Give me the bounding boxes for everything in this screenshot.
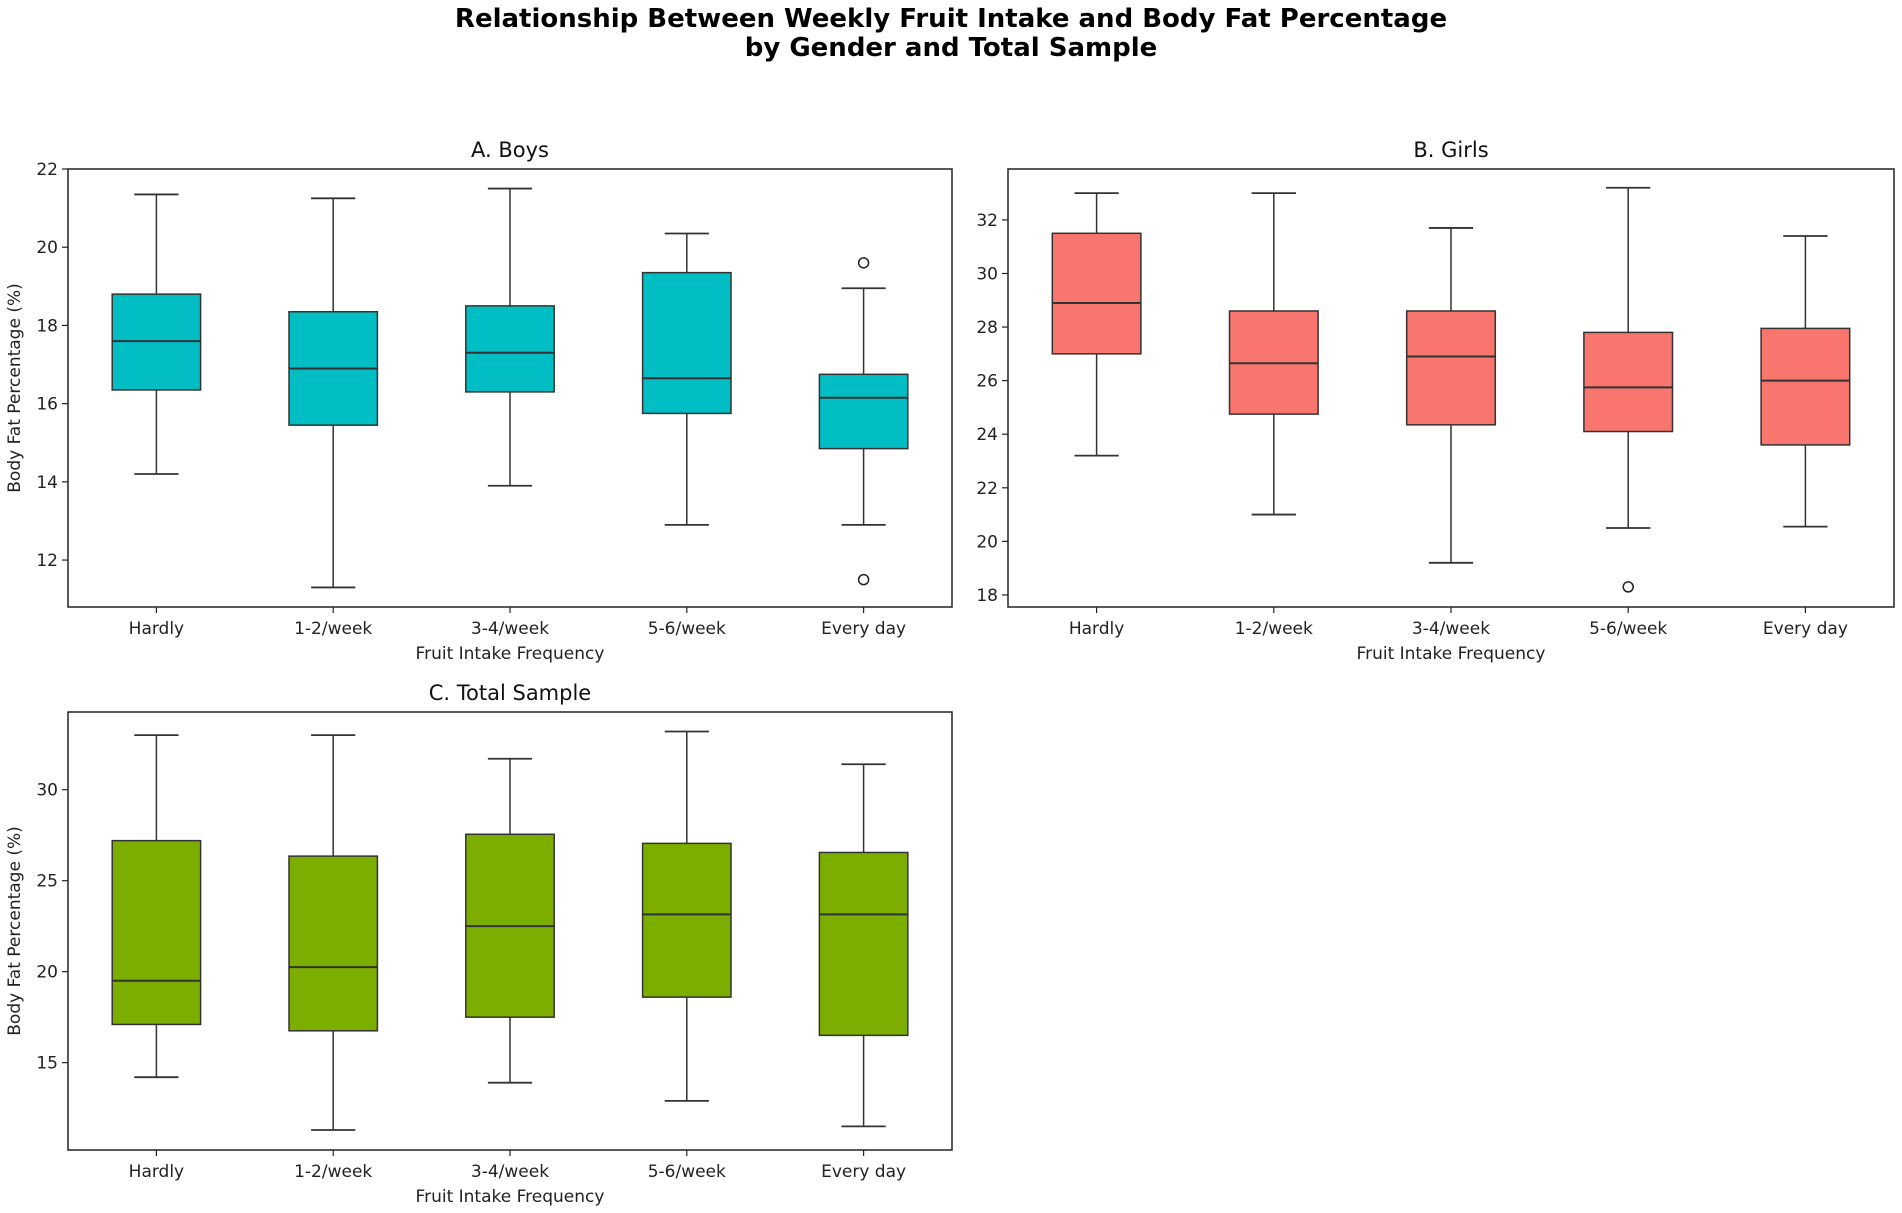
y-tick-label: 15 [36,1054,58,1074]
y-tick-label: 30 [36,781,58,801]
panel-1: B. Girls 18 20 22 24 26 28 30 32 Hardly 1-2/week 3-… [976,138,1895,664]
panel-title: C. Total Sample [429,681,591,705]
x-tick-label: Hardly [1069,619,1124,639]
iqr-box [818,373,909,450]
iqr-box [818,851,909,1037]
outlier-point [857,573,870,586]
box-every-day [1760,235,1851,528]
x-tick-label: 1-2/week [294,619,372,639]
y-tick-label: 26 [976,372,998,392]
box-every-day [818,763,909,1128]
iqr-box [1760,327,1851,446]
box-every-day [818,257,909,586]
y-tick-label: 18 [36,316,58,336]
iqr-box [465,305,555,393]
box-3-4-week [465,187,555,487]
iqr-box [1051,232,1142,355]
axes-frame [67,168,953,608]
box-3-4-week [465,757,555,1084]
y-axis-label: Body Fat Percentage (%) [5,826,25,1035]
x-axis-label: Fruit Intake Frequency [1357,644,1546,664]
iqr-box [288,855,379,1032]
box-5-6-week [641,232,732,526]
x-tick-label: Every day [821,619,906,639]
box-1-2-week [1228,192,1319,516]
x-axis-label: Fruit Intake Frequency [416,1187,605,1207]
panel-0: A. Boys 12 14 16 18 20 22 Hardly 1-2/week 3-4/wee… [5,138,953,664]
x-tick-label: 1-2/week [1235,619,1313,639]
x-tick-label: 5-6/week [648,1162,726,1182]
y-tick-label: 14 [36,473,58,493]
y-tick-label: 20 [36,238,58,258]
x-tick-label: Every day [821,1162,906,1182]
box-hardly [111,193,202,475]
figure-title-line1: Relationship Between Weekly Fruit Intake… [455,4,1447,34]
iqr-box [1405,310,1497,426]
y-tick-label: 28 [976,318,998,338]
axes-frame [67,711,953,1151]
box-3-4-week [1405,227,1497,564]
panel-2: C. Total Sample 15 20 25 30 Hardly 1-2/week 3-4… [5,681,953,1207]
x-tick-label: 5-6/week [1589,619,1667,639]
iqr-box [641,271,732,415]
box-5-6-week [1583,186,1674,593]
y-tick-label: 12 [36,551,58,571]
x-tick-label: 3-4/week [471,619,549,639]
panel-title: A. Boys [471,138,549,162]
box-hardly [1051,192,1142,457]
y-tick-label: 20 [976,532,998,552]
panel-title: B. Girls [1413,138,1488,162]
x-axis-label: Fruit Intake Frequency [416,644,605,664]
y-tick-label: 30 [976,264,998,284]
y-tick-label: 20 [36,963,58,983]
box-1-2-week [288,197,379,589]
y-tick-label: 22 [36,160,58,180]
figure-title-line2: by Gender and Total Sample [745,33,1158,63]
outlier-point [857,257,870,269]
y-tick-label: 22 [976,479,998,499]
x-tick-label: Every day [1763,619,1848,639]
y-tick-label: 24 [976,425,998,445]
x-tick-label: 1-2/week [294,1162,372,1182]
y-tick-label: 25 [36,872,58,892]
box-5-6-week [641,730,732,1102]
iqr-box [1583,331,1674,433]
x-tick-label: 3-4/week [471,1162,549,1182]
y-tick-label: 18 [976,586,998,606]
y-axis-label: Body Fat Percentage (%) [5,283,25,492]
box-hardly [111,734,202,1079]
x-tick-label: Hardly [129,619,184,639]
y-tick-label: 32 [976,211,998,231]
x-tick-label: 5-6/week [648,619,726,639]
iqr-box [111,839,202,1026]
outlier-point [1622,581,1634,593]
iqr-box [641,842,732,998]
x-tick-label: 3-4/week [1412,619,1490,639]
axes-frame [1007,168,1895,608]
x-tick-label: Hardly [129,1162,184,1182]
box-1-2-week [288,734,379,1131]
y-tick-label: 16 [36,395,58,415]
